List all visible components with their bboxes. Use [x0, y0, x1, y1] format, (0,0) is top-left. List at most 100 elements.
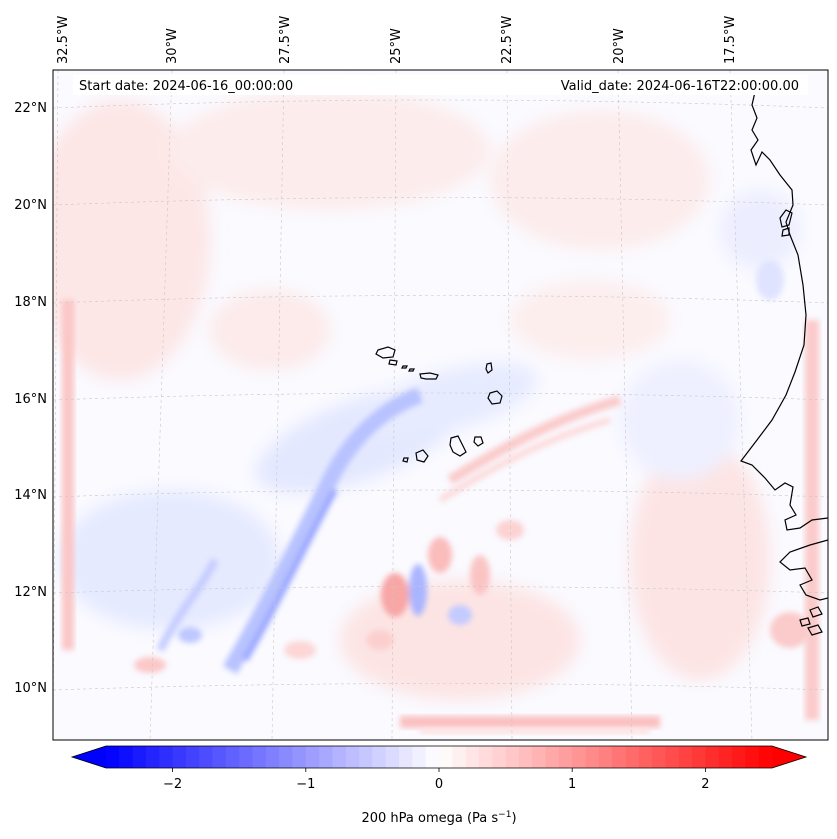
coast-africa — [740, 91, 828, 531]
lat-label-20n: 20°N — [14, 198, 47, 213]
map-panel: Start date: 2024-06-16_00:00:00 Valid_da… — [52, 69, 829, 741]
colorbar-cell — [225, 746, 240, 768]
omega-field-features — [134, 260, 810, 674]
gridlines — [53, 70, 828, 740]
colorbar-cell — [185, 746, 200, 768]
lon-label-30w: 30°W — [165, 28, 180, 64]
longitude-labels: 32.5°W 30°W 27.5°W 25°W 22.5°W 20°W 17.5… — [56, 16, 738, 64]
colorbar-label-close: ) — [511, 811, 516, 826]
valid-date-label: Valid_date: 2024-06-16T22:00:00.00 — [561, 79, 799, 94]
colorbar-cell — [505, 746, 520, 768]
colorbar-cell — [425, 746, 440, 768]
colorbar-cell — [692, 746, 706, 768]
colorbar-cell — [652, 746, 666, 768]
colorbar-cell — [558, 746, 573, 768]
island-santa-luzia — [401, 365, 408, 369]
island-boa-vista — [487, 390, 503, 405]
colorbar-label-text: 200 hPa omega (Pa s — [361, 811, 498, 826]
date-label-background — [73, 75, 808, 95]
colorbar-cell — [532, 746, 546, 768]
lon-label-20w: 20°W — [612, 28, 627, 64]
lat-label-14n: 14°N — [14, 488, 47, 503]
colorbar-cell — [145, 746, 160, 768]
colorbar-cell — [239, 746, 253, 768]
island-santo-antao — [375, 346, 396, 359]
colorbar-cell — [598, 746, 613, 768]
colorbar-cell — [359, 746, 373, 768]
lon-label-27-5w: 27.5°W — [278, 16, 293, 64]
colorbar-cell — [732, 746, 746, 768]
colorbar-tick-label: 1 — [568, 777, 576, 792]
coast-bissagos-a — [809, 606, 823, 618]
colorbar-cell — [119, 746, 134, 768]
colorbar-cell — [412, 746, 427, 768]
lon-label-32-5w: 32.5°W — [56, 16, 71, 64]
colorbar-cell — [252, 746, 267, 768]
colorbar-ticks: −2 −1 0 1 2 — [163, 768, 710, 792]
colorbar-cell — [385, 746, 400, 768]
coastline — [375, 91, 828, 636]
island-brava — [402, 457, 409, 463]
island-sal — [485, 362, 493, 374]
colorbar-cell — [319, 746, 333, 768]
colorbar-cell — [585, 746, 600, 768]
colorbar-extend-min — [72, 746, 106, 768]
coast-bissagos-b — [799, 617, 811, 627]
island-fogo — [415, 449, 429, 463]
colorbar-cell — [718, 746, 733, 768]
lat-label-18n: 18°N — [14, 295, 47, 310]
colorbar-cell — [345, 746, 360, 768]
colorbar-cell — [518, 746, 533, 768]
lon-label-22-5w: 22.5°W — [500, 16, 515, 64]
colorbar-cell — [452, 746, 467, 768]
island-sao-nicolau — [419, 372, 439, 380]
colorbar-cell — [439, 746, 453, 768]
coast-islet-a — [779, 209, 793, 228]
lon-label-25w: 25°W — [389, 28, 404, 64]
colorbar-tick-label: −2 — [163, 777, 182, 792]
colorbar-outline — [70, 745, 808, 769]
colorbar-tick-label: 0 — [435, 777, 443, 792]
island-islet — [408, 368, 415, 372]
colorbar-cell — [292, 746, 307, 768]
colorbar-cell — [478, 746, 493, 768]
colorbar-cell — [305, 746, 320, 768]
colorbar-cell — [638, 746, 653, 768]
colorbar-cell — [572, 746, 586, 768]
map-frame — [52, 69, 829, 741]
island-santiago — [449, 435, 467, 457]
colorbar-cell — [212, 746, 227, 768]
colorbar-cell — [279, 746, 293, 768]
lat-label-12n: 12°N — [14, 585, 47, 600]
island-maio — [473, 436, 484, 447]
lat-label-16n: 16°N — [14, 392, 47, 407]
colorbar-cell — [132, 746, 147, 768]
omega-field — [53, 90, 819, 734]
colorbar-cell — [465, 746, 480, 768]
colorbar-cell — [705, 746, 720, 768]
colorbar-cell — [106, 746, 120, 768]
colorbar-cell — [758, 746, 773, 768]
coast-guinea — [779, 539, 828, 601]
colorbar-cell — [332, 746, 347, 768]
colorbar-cell — [172, 746, 187, 768]
coast-islet-b — [781, 227, 790, 237]
colorbar-cell — [399, 746, 413, 768]
colorbar-cell — [159, 746, 173, 768]
start-date-label: Start date: 2024-06-16_00:00:00 — [79, 79, 293, 94]
colorbar-label-exponent: −1 — [498, 810, 511, 820]
colorbar-cell — [612, 746, 626, 768]
colorbar-cell — [492, 746, 506, 768]
lat-label-10n: 10°N — [14, 681, 47, 696]
colorbar-cells — [106, 746, 773, 768]
colorbar-tick-label: 2 — [701, 777, 709, 792]
colorbar-cell — [265, 746, 280, 768]
colorbar-tick-label: −1 — [296, 777, 315, 792]
colorbar-cell — [372, 746, 387, 768]
colorbar-extend-max — [772, 746, 806, 768]
lat-label-22n: 22°N — [14, 101, 47, 116]
colorbar-cell — [545, 746, 560, 768]
latitude-labels: 22°N 20°N 18°N 16°N 14°N 12°N 10°N — [14, 101, 47, 696]
colorbar-cell — [625, 746, 640, 768]
